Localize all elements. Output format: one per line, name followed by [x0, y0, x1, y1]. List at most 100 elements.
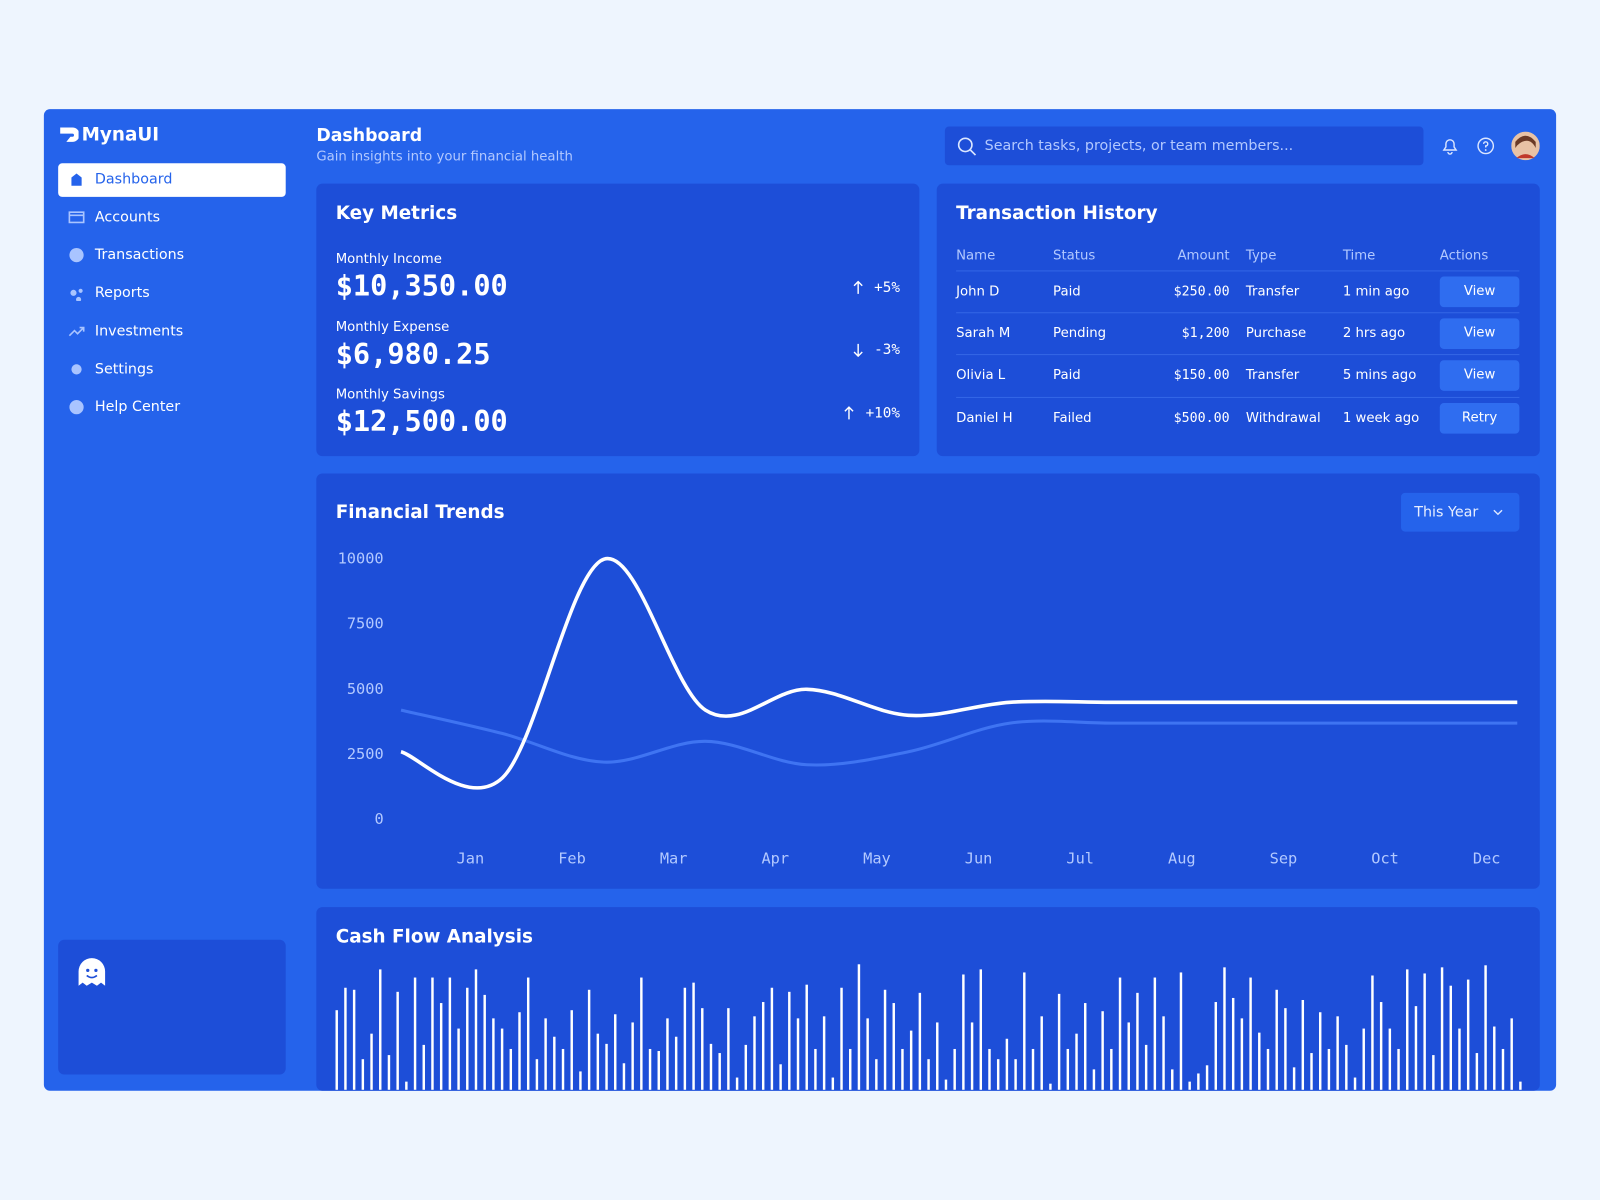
bar: [1466, 979, 1470, 1090]
bar: [1249, 977, 1252, 1090]
bar: [1258, 1032, 1261, 1090]
bar: [1188, 1081, 1191, 1090]
bar: [970, 1022, 974, 1090]
bar: [988, 1048, 991, 1090]
x-tick-label: Dec: [1473, 850, 1501, 868]
table-cell: Pending: [1053, 326, 1107, 342]
table-cell: Purchase: [1245, 326, 1307, 342]
card-title: Key Metrics: [335, 202, 458, 224]
bar: [1092, 1069, 1096, 1090]
bar: [1171, 1069, 1174, 1090]
bar: [1214, 1002, 1218, 1090]
bar: [1066, 1048, 1070, 1090]
table-cell: $250.00: [1173, 284, 1230, 300]
bar: [1049, 1083, 1052, 1090]
bar: [953, 1048, 956, 1090]
bar: [735, 1077, 739, 1090]
table-cell: $150.00: [1173, 368, 1230, 384]
avatar[interactable]: [1511, 131, 1540, 161]
table-cell: Withdrawal: [1245, 410, 1321, 426]
brand: MynaUI: [81, 123, 160, 146]
row-action-button[interactable]: Retry: [1439, 402, 1520, 434]
table-header: Time: [1342, 248, 1376, 264]
metric-label: Monthly Expense: [335, 319, 450, 335]
help-icon[interactable]: [1475, 136, 1495, 156]
bar: [483, 994, 486, 1090]
bar: [701, 1008, 704, 1090]
row-action-button[interactable]: View: [1439, 276, 1520, 308]
bar: [379, 969, 382, 1090]
nav-item[interactable]: Accounts: [94, 209, 161, 226]
y-tick-label: 10000: [338, 550, 384, 568]
bar: [1388, 1028, 1392, 1090]
x-tick-label: Sep: [1270, 850, 1298, 868]
bar: [1423, 973, 1426, 1090]
bar: [605, 1043, 608, 1090]
bar: [344, 987, 347, 1090]
x-tick-label: Aug: [1168, 850, 1196, 868]
bell-icon[interactable]: [1440, 136, 1460, 156]
search-box[interactable]: [944, 126, 1424, 166]
bar: [709, 1043, 713, 1090]
nav-icon-shape: [68, 326, 85, 337]
bar: [944, 1079, 948, 1090]
bar: [1440, 967, 1444, 1090]
line-series: [400, 708, 1518, 767]
nav-icon-shape: [70, 288, 83, 302]
bar: [674, 1036, 678, 1090]
bar: [457, 1028, 460, 1090]
bar: [1040, 1016, 1043, 1090]
bar: [448, 977, 452, 1090]
arrow-shape: [853, 280, 863, 294]
bar: [526, 977, 530, 1090]
bar: [1136, 992, 1139, 1090]
bar: [1292, 1067, 1296, 1090]
chart-title: Cash Flow Analysis: [335, 926, 533, 948]
logo-icon: [60, 127, 79, 142]
row-action-button[interactable]: View: [1439, 318, 1520, 350]
bar: [1110, 1048, 1113, 1090]
y-tick-label: 2500: [347, 745, 384, 763]
bar: [1275, 989, 1278, 1090]
bar: [840, 987, 843, 1090]
bar: [761, 1002, 765, 1090]
bar: [1005, 1038, 1009, 1090]
table-cell: Paid: [1053, 368, 1081, 384]
nav-icon: [71, 173, 82, 186]
bar: [1345, 1044, 1348, 1090]
transactions-card: [936, 183, 1540, 457]
bar: [918, 992, 922, 1090]
nav-item[interactable]: Investments: [94, 323, 184, 340]
page-subtitle: Gain insights into your financial health: [316, 149, 573, 165]
row-action-button[interactable]: View: [1439, 360, 1520, 392]
y-tick-label: 5000: [347, 680, 384, 698]
bar: [1231, 997, 1235, 1090]
bar: [883, 989, 887, 1090]
nav-icon: [68, 326, 85, 337]
period-label: This Year: [1414, 504, 1479, 521]
nav-item[interactable]: Transactions: [94, 246, 185, 264]
nav-item[interactable]: Help Center: [94, 398, 181, 416]
nav-active-bg[interactable]: [58, 163, 286, 197]
nav-item[interactable]: Reports: [94, 284, 150, 302]
table-header: Name: [956, 248, 996, 264]
metric-change: -3%: [874, 341, 900, 359]
bar: [1127, 1022, 1130, 1090]
card-title: Transaction History: [956, 202, 1158, 224]
bar: [857, 964, 861, 1090]
line-series: [400, 557, 1518, 790]
bar: [979, 969, 983, 1090]
bar: [1162, 1016, 1165, 1090]
bar: [666, 1018, 669, 1090]
row-divider: [956, 270, 1520, 272]
bar: [831, 1077, 835, 1090]
nav-item[interactable]: Dashboard: [94, 171, 173, 188]
nav-item[interactable]: Settings: [94, 361, 154, 378]
arrow-shape: [844, 406, 854, 420]
bar: [1310, 1053, 1313, 1090]
x-tick-label: Jun: [965, 850, 993, 868]
change-arrow: [844, 406, 854, 420]
page-title: Dashboard: [316, 125, 423, 146]
search-placeholder: Search tasks, projects, or team members.…: [984, 137, 1294, 155]
